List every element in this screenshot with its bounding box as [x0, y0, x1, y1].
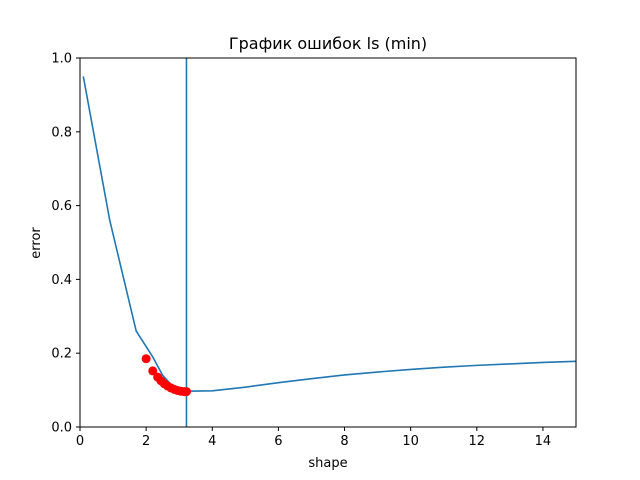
y-tick-label: 0.4 — [51, 273, 72, 288]
plot-area: 0 2 4 6 8 10 12 14 0.0 0.2 0.4 0.6 0.8 1.0 — [51, 52, 577, 449]
y-tick-label: 0.2 — [51, 347, 72, 362]
x-tick-label: 0 — [76, 434, 84, 449]
y-tick-label: 0.8 — [51, 125, 72, 140]
x-tick-label: 8 — [340, 434, 348, 449]
plot-frame — [79, 57, 577, 428]
x-tick-label: 10 — [402, 434, 419, 449]
x-tick-label: 4 — [208, 434, 216, 449]
y-tick-label: 0.0 — [51, 421, 72, 436]
y-tick-label: 0.6 — [51, 199, 72, 214]
y-axis-label: error — [29, 227, 44, 259]
chart-title: График ошибок ls (min) — [229, 34, 427, 53]
search-point-marker — [181, 387, 191, 397]
x-axis-label: shape — [308, 456, 347, 471]
x-tick-label: 12 — [469, 434, 486, 449]
x-tick-label: 14 — [535, 434, 552, 449]
x-tick-label: 6 — [274, 434, 282, 449]
search-point-marker — [141, 354, 151, 364]
error-curve-line — [82, 76, 576, 393]
x-tick-label: 2 — [142, 434, 150, 449]
search-point-marker — [148, 366, 158, 376]
y-tick-label: 1.0 — [51, 52, 72, 67]
